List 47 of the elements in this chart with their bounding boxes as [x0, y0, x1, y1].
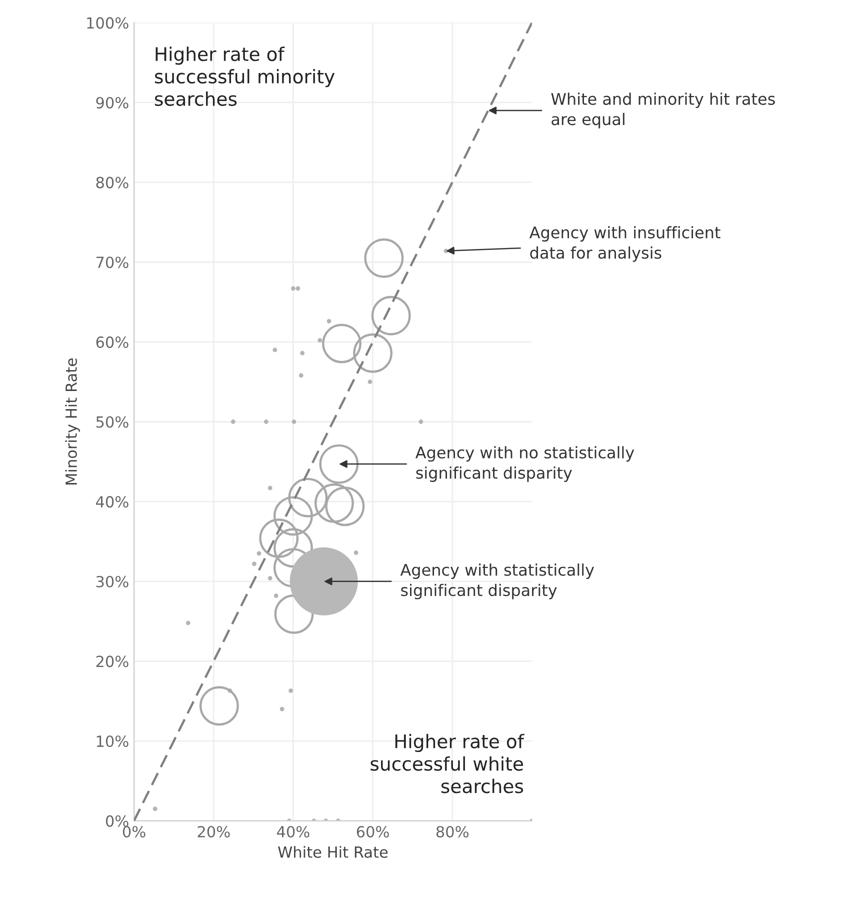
- y-tick-label: 60%: [96, 336, 128, 348]
- annotation: Agency with insufficient data for analysis: [529, 226, 720, 262]
- annotation: Agency with no statistically significant disparity: [415, 446, 634, 482]
- point: [290, 547, 358, 616]
- point: [288, 688, 294, 693]
- annotation: White and minority hit rates are equal: [551, 92, 775, 128]
- point: [152, 806, 158, 812]
- x-tick-label: 80%: [436, 826, 468, 838]
- y-tick-label: 20%: [96, 656, 128, 668]
- point: [354, 550, 358, 555]
- point: [318, 338, 322, 343]
- point: [186, 620, 190, 626]
- point: [272, 348, 278, 352]
- y-tick-label: 30%: [96, 576, 128, 588]
- x-axis-title: White Hit Rate: [278, 846, 388, 858]
- point: [264, 420, 268, 424]
- y-axis-title: Minority Hit Rate: [65, 358, 80, 484]
- y-tick-label: 90%: [96, 96, 128, 109]
- point: [292, 420, 296, 424]
- x-tick-label: 60%: [356, 826, 389, 838]
- x-tick-label: 40%: [276, 826, 310, 838]
- point: [268, 486, 272, 490]
- point: [252, 562, 256, 566]
- annotation: Higher rate of successful white searches: [370, 734, 524, 794]
- point: [296, 286, 300, 291]
- point: [418, 420, 424, 424]
- y-tick-label: 0%: [106, 815, 128, 827]
- annotation: Agency with statistically significant disparity: [400, 564, 594, 600]
- point: [230, 420, 236, 424]
- point: [274, 594, 278, 598]
- y-tick-label: 50%: [96, 416, 128, 428]
- y-tick-label: 80%: [96, 176, 128, 188]
- point: [268, 576, 272, 580]
- point: [280, 706, 284, 712]
- x-tick-label: 0%: [122, 826, 146, 838]
- x-tick-label: 20%: [198, 826, 230, 838]
- point: [326, 318, 332, 324]
- y-tick-label: 40%: [96, 496, 128, 508]
- point: [368, 380, 372, 384]
- y-tick-label: 100%: [87, 17, 128, 29]
- point: [300, 350, 305, 356]
- y-tick-label: 70%: [96, 256, 128, 268]
- y-tick-label: 10%: [96, 735, 128, 748]
- point: [291, 286, 296, 291]
- point: [298, 373, 304, 378]
- annotation: Higher rate of successful minority searches: [154, 46, 335, 106]
- point: [256, 551, 262, 556]
